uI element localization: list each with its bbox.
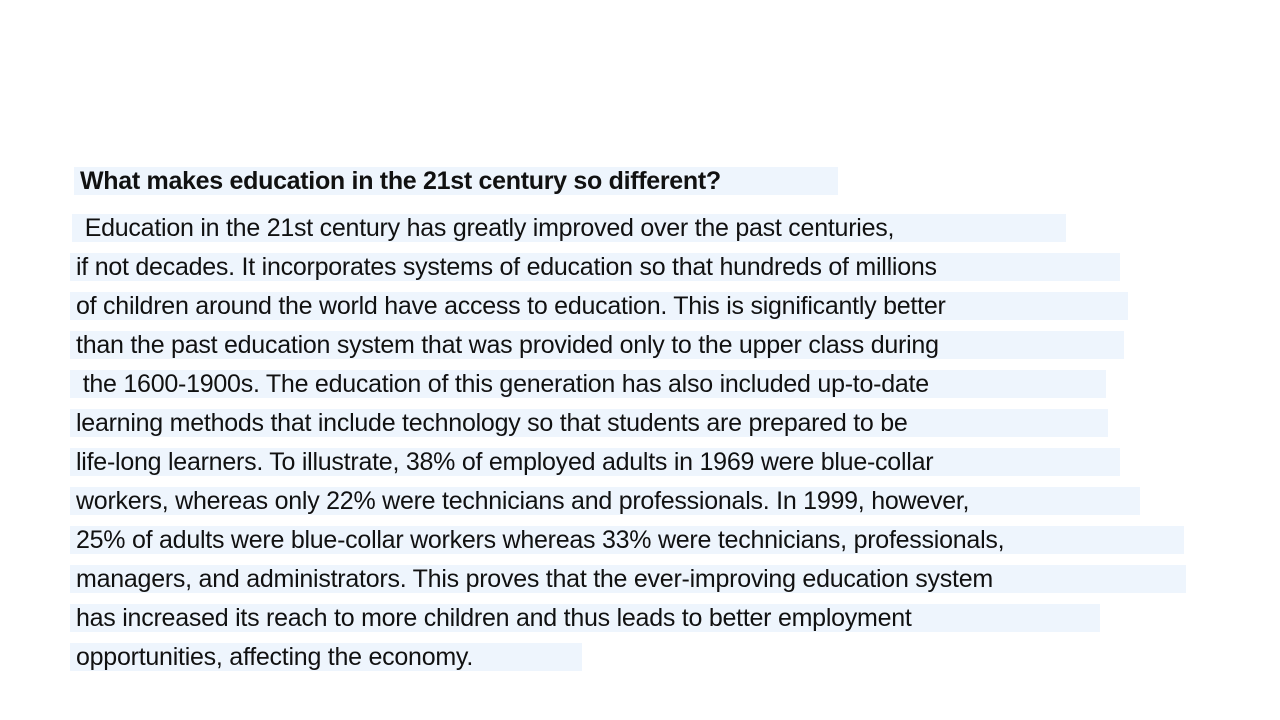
document-title: What makes education in the 21st century… — [74, 167, 838, 195]
paragraph-line: of children around the world have access… — [70, 292, 1128, 320]
paragraph-line: managers, and administrators. This prove… — [70, 565, 1186, 593]
paragraph-line: the 1600-1900s. The education of this ge… — [70, 370, 1106, 398]
paragraph-line: if not decades. It incorporates systems … — [70, 253, 1120, 281]
paragraph-line: Education in the 21st century has greatl… — [72, 214, 1066, 242]
paragraph-line: life-long learners. To illustrate, 38% o… — [70, 448, 1120, 476]
paragraph-line: workers, whereas only 22% were technicia… — [70, 487, 1140, 515]
paragraph-line: opportunities, affecting the economy. — [70, 643, 582, 671]
paragraph-line: learning methods that include technology… — [70, 409, 1108, 437]
paragraph-line: 25% of adults were blue-collar workers w… — [70, 526, 1184, 554]
paragraph-line: has increased its reach to more children… — [70, 604, 1100, 632]
paragraph-line: than the past education system that was … — [70, 331, 1124, 359]
